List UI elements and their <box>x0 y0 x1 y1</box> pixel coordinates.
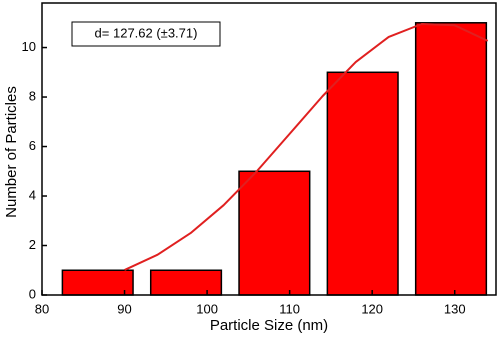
plot-frame <box>41 2 497 296</box>
x-tick-label: 130 <box>444 301 466 316</box>
y-tick-label: 6 <box>29 138 36 153</box>
fit-curve <box>124 23 489 271</box>
bar <box>238 170 311 296</box>
x-tick-label: 110 <box>279 301 300 316</box>
bar <box>61 269 134 296</box>
x-tick-label: 80 <box>35 301 49 316</box>
x-axis-label: Particle Size (nm) <box>210 317 328 334</box>
bar <box>149 269 223 296</box>
y-tick-label: 8 <box>29 88 36 103</box>
y-tick-label: 10 <box>22 39 36 54</box>
x-tick-label: 120 <box>361 301 383 316</box>
x-tick-label: 100 <box>196 301 218 316</box>
bar <box>326 71 399 296</box>
annotation: d= 127.62 (±3.71) <box>95 25 198 40</box>
annotation-box <box>71 21 221 47</box>
bar <box>414 22 488 296</box>
y-tick-label: 0 <box>29 286 36 301</box>
y-tick-label: 2 <box>29 237 36 252</box>
y-axis-label: Number of Particles <box>3 86 20 218</box>
x-tick-label: 90 <box>117 301 131 316</box>
y-tick-label: 4 <box>29 187 36 202</box>
